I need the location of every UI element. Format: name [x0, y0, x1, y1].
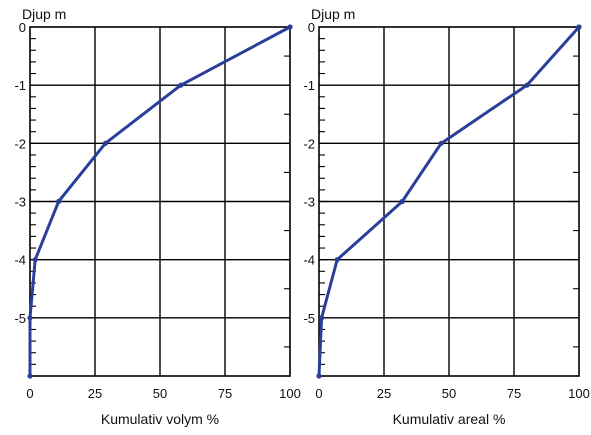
- y-tick-label: -1: [14, 78, 26, 93]
- y-tick-label: -3: [14, 195, 26, 210]
- data-point: [524, 82, 530, 88]
- chart-panel-1: 0 -1 -2 -3 -4 -5 0 25 50 75 100 Djup m Kumulativ vol…: [14, 6, 300, 427]
- data-point: [32, 257, 38, 263]
- x-tick-label: 25: [377, 386, 391, 401]
- data-point: [576, 24, 582, 30]
- x-tick-label: 50: [442, 386, 456, 401]
- y-tick-label: -4: [14, 253, 26, 268]
- y-tick-label: -2: [14, 136, 26, 151]
- x-tick-label: 75: [507, 386, 521, 401]
- x-tick-label: 50: [153, 386, 167, 401]
- y-tick-label: -5: [303, 311, 315, 326]
- data-point: [438, 140, 444, 146]
- chart-panel-2: 0 -1 -2 -3 -4 -5 0 25 50 75 100 Djup m Kumulativ are…: [303, 6, 589, 427]
- data-point: [319, 315, 325, 321]
- data-point: [56, 198, 62, 205]
- x-tick-label: 0: [26, 386, 33, 401]
- x-axis-title: Kumulativ volym %: [101, 411, 219, 427]
- data-point: [316, 373, 322, 379]
- x-tick-label: 0: [315, 386, 322, 401]
- x-tick-label: 100: [279, 386, 301, 401]
- y-tick-label: -1: [303, 78, 315, 93]
- data-point: [399, 198, 405, 205]
- y-axis-title: Djup m: [22, 6, 66, 22]
- data-point: [102, 140, 108, 146]
- data-point: [27, 315, 33, 321]
- y-tick-label: -5: [14, 311, 26, 326]
- x-tick-label: 25: [88, 386, 102, 401]
- data-point: [27, 373, 33, 379]
- data-point: [334, 257, 340, 263]
- y-tick-label: 0: [308, 20, 315, 35]
- data-point: [287, 24, 293, 30]
- data-point: [178, 82, 184, 88]
- y-tick-label: -3: [303, 195, 315, 210]
- x-tick-label: 100: [568, 386, 590, 401]
- y-tick-label: -4: [303, 253, 315, 268]
- y-axis-title: Djup m: [311, 6, 355, 22]
- x-tick-label: 75: [218, 386, 232, 401]
- y-tick-label: 0: [19, 20, 26, 35]
- y-tick-label: -2: [303, 136, 315, 151]
- x-axis-title: Kumulativ areal %: [393, 411, 506, 427]
